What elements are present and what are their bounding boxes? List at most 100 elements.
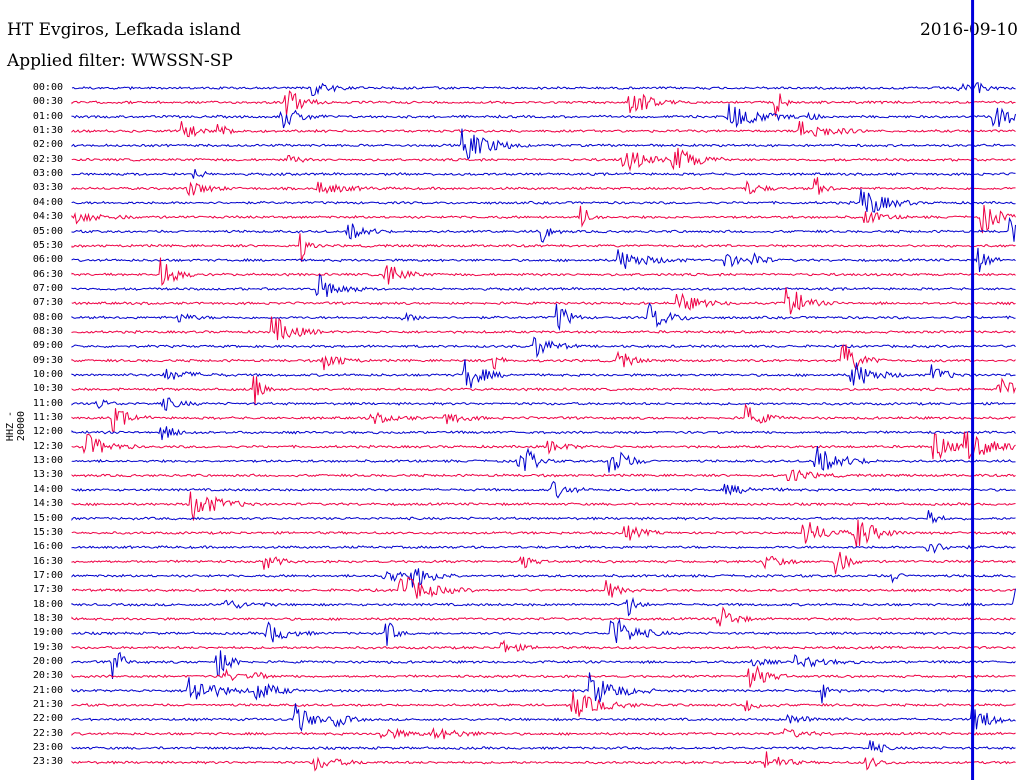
seismic-trace — [71, 204, 1016, 234]
seismic-trace — [71, 287, 1016, 315]
tick-label: 00:30 — [32, 96, 63, 108]
seismic-trace — [71, 257, 1016, 286]
tick-label: 17:00 — [32, 569, 63, 581]
seismic-trace — [71, 491, 1016, 521]
seismic-trace — [71, 336, 1016, 359]
tick-label: 18:30 — [32, 612, 63, 624]
seismic-trace — [71, 431, 1016, 460]
seismic-trace — [71, 740, 1016, 753]
seismic-trace — [71, 650, 1016, 680]
tick-label: 08:00 — [32, 311, 63, 323]
tick-label: 08:30 — [32, 325, 63, 337]
tick-label: 11:00 — [32, 397, 63, 409]
tick-label: 07:30 — [32, 297, 63, 309]
tick-label: 21:00 — [32, 684, 63, 696]
seismic-trace — [71, 316, 1016, 341]
tick-label: 16:00 — [32, 541, 63, 553]
station-title: HT Evgiros, Lefkada island — [7, 20, 241, 40]
tick-label: 14:00 — [32, 483, 63, 495]
tick-label: 05:30 — [32, 239, 63, 251]
tick-label: 07:00 — [32, 282, 63, 294]
seismic-trace — [71, 128, 1016, 160]
tick-label: 06:00 — [32, 254, 63, 266]
tick-label: 20:30 — [32, 670, 63, 682]
seismic-trace — [71, 188, 1016, 213]
tick-label: 02:00 — [32, 139, 63, 151]
tick-label: 10:00 — [32, 369, 63, 380]
tick-label: 03:00 — [32, 168, 63, 180]
tick-label: 20:00 — [32, 656, 63, 667]
tick-label: 18:00 — [32, 598, 63, 610]
seismic-trace — [71, 169, 1016, 179]
seismic-trace — [71, 480, 1016, 499]
seismic-trace — [71, 82, 1016, 97]
seismic-trace — [71, 90, 1016, 117]
tick-label: 19:30 — [32, 641, 63, 653]
seismic-trace — [71, 121, 1016, 138]
tick-label: 23:00 — [32, 742, 63, 754]
tick-label: 17:30 — [32, 584, 63, 596]
tick-label: 15:30 — [32, 526, 63, 538]
seismic-trace — [71, 588, 1016, 617]
seismic-trace — [71, 691, 1016, 717]
seismic-trace — [71, 403, 1016, 433]
tick-label: 04:30 — [32, 211, 63, 223]
seismic-trace — [71, 273, 1016, 297]
seismic-trace — [71, 147, 1016, 172]
date-label: 2016-09-10 — [919, 20, 1018, 40]
tick-label: 22:30 — [32, 727, 63, 739]
tick-label: 09:30 — [32, 354, 63, 366]
tick-label: 16:30 — [32, 555, 63, 567]
seismic-trace — [71, 639, 1016, 653]
seismic-trace — [71, 519, 1016, 548]
seismic-trace — [71, 551, 1016, 575]
tick-label: 09:00 — [32, 340, 63, 352]
tick-label: 01:30 — [32, 125, 63, 137]
tick-label: 15:00 — [32, 512, 63, 524]
seismic-trace — [71, 672, 1016, 704]
seismic-trace — [71, 618, 1016, 646]
seismic-trace — [71, 510, 1016, 525]
tick-label: 11:30 — [32, 412, 63, 424]
seismic-trace — [71, 469, 1016, 481]
seismic-trace — [71, 751, 1016, 772]
seismic-trace — [71, 216, 1016, 243]
tick-label: 13:00 — [32, 455, 63, 467]
tick-label: 21:30 — [32, 699, 63, 711]
seismic-trace — [71, 376, 1016, 406]
seismic-trace — [71, 576, 1016, 599]
filter-label: Applied filter: WWSSN-SP — [7, 51, 233, 71]
tick-label: 06:30 — [32, 268, 63, 280]
seismic-trace — [71, 359, 1016, 389]
seismic-trace — [71, 543, 1016, 554]
tick-label: 00:00 — [32, 82, 63, 93]
tick-label: 02:30 — [32, 153, 63, 165]
seismic-trace — [71, 103, 1016, 129]
seismic-trace — [71, 343, 1016, 371]
tick-label: 05:00 — [32, 225, 63, 237]
tick-label: 01:00 — [32, 110, 63, 122]
tick-label: 03:30 — [32, 182, 63, 194]
tick-label: 22:00 — [32, 713, 63, 725]
seismic-trace — [71, 703, 1016, 735]
tick-label: 12:30 — [32, 440, 63, 452]
tick-label: 19:00 — [32, 627, 63, 639]
seismic-trace — [71, 446, 1016, 473]
seismic-trace — [71, 177, 1016, 197]
tick-label: 13:30 — [32, 469, 63, 481]
seismic-trace — [71, 568, 1016, 588]
seismic-trace — [71, 247, 1016, 273]
seismic-trace — [71, 397, 1016, 411]
seismic-trace — [71, 606, 1016, 627]
seismic-trace — [71, 233, 1016, 262]
tick-label: 12:00 — [32, 426, 63, 438]
seismic-trace — [71, 664, 1016, 688]
seismic-trace — [71, 727, 1016, 740]
tick-label: 10:30 — [32, 383, 63, 395]
tick-label: 14:30 — [32, 498, 63, 510]
tick-label: 23:30 — [32, 756, 63, 768]
seismic-trace — [71, 426, 1016, 441]
seismic-trace — [71, 302, 1016, 331]
tick-label: 04:00 — [32, 196, 63, 208]
